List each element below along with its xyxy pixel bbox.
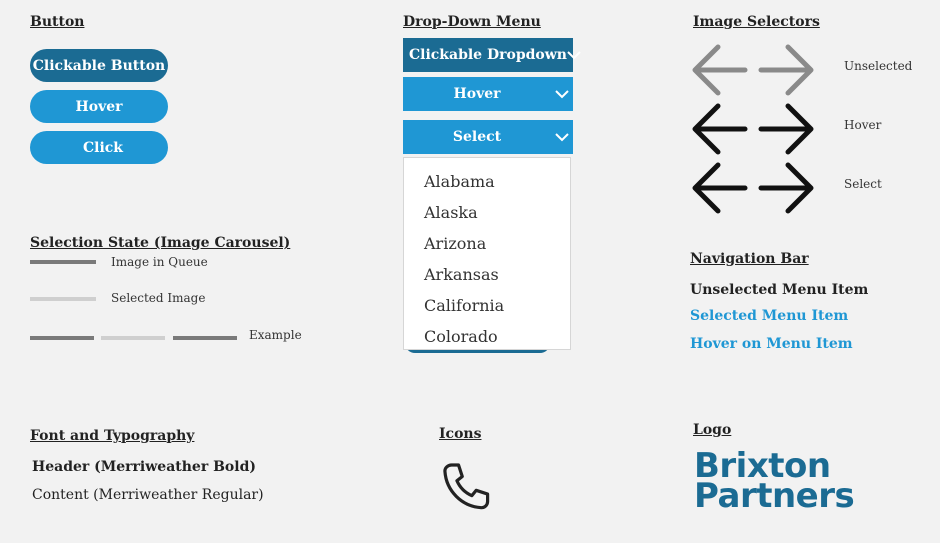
hover-dropdown[interactable]: Hover bbox=[403, 77, 573, 111]
image-selectors-title: Image Selectors bbox=[693, 14, 820, 30]
typography-section-title: Font and Typography bbox=[30, 428, 195, 444]
logo-line-1: Brixton bbox=[694, 446, 831, 486]
icons-section-title: Icons bbox=[439, 426, 482, 442]
dropdown-label: Clickable Dropdown bbox=[409, 47, 567, 63]
dropdown-option[interactable]: Alaska bbox=[424, 203, 478, 222]
select-dropdown[interactable]: Select bbox=[403, 120, 573, 154]
selected-indicator bbox=[30, 297, 96, 301]
chevron-down-icon bbox=[551, 77, 573, 111]
logo-section-title: Logo bbox=[693, 422, 732, 438]
nav-section-title: Navigation Bar bbox=[690, 251, 809, 267]
arrow-right-icon[interactable] bbox=[758, 44, 816, 100]
nav-item-selected[interactable]: Selected Menu Item bbox=[690, 308, 849, 324]
carousel-dot[interactable] bbox=[30, 336, 94, 340]
brixton-partners-logo: Brixton Partners bbox=[694, 446, 855, 516]
arrow-left-icon[interactable] bbox=[690, 44, 748, 100]
dropdown-section-title: Drop-Down Menu bbox=[403, 14, 541, 30]
unselected-label: Unselected bbox=[844, 59, 913, 73]
dropdown-option[interactable]: Colorado bbox=[424, 327, 498, 346]
dropdown-option[interactable]: California bbox=[424, 296, 505, 315]
queue-indicator bbox=[30, 260, 96, 264]
clickable-button[interactable]: Clickable Button bbox=[30, 49, 168, 82]
carousel-section-title: Selection State (Image Carousel) bbox=[30, 235, 291, 251]
example-label: Example bbox=[249, 328, 302, 342]
button-section-title: Button bbox=[30, 14, 85, 30]
phone-icon bbox=[430, 453, 494, 521]
arrow-left-icon[interactable] bbox=[690, 103, 748, 159]
typography-header-sample: Header (Merriweather Bold) bbox=[32, 459, 256, 475]
clickable-dropdown[interactable]: Clickable Dropdown bbox=[403, 38, 581, 72]
nav-item-unselected[interactable]: Unselected Menu Item bbox=[690, 282, 869, 298]
arrow-right-icon[interactable] bbox=[758, 103, 816, 159]
select-label: Select bbox=[844, 177, 882, 191]
dropdown-option[interactable]: Arkansas bbox=[424, 265, 499, 284]
chevron-down-icon bbox=[567, 38, 581, 72]
arrow-right-icon[interactable] bbox=[758, 162, 816, 218]
hover-label: Hover bbox=[844, 118, 882, 132]
dropdown-label: Select bbox=[452, 129, 502, 145]
queue-label: Image in Queue bbox=[111, 255, 208, 269]
dropdown-option[interactable]: Alabama bbox=[424, 172, 495, 191]
dropdown-label: Hover bbox=[453, 86, 501, 102]
carousel-dot[interactable] bbox=[101, 336, 165, 340]
dropdown-options-list[interactable]: Alabama Alaska Arizona Arkansas Californ… bbox=[403, 157, 571, 350]
logo-line-2: Partners bbox=[694, 476, 855, 516]
selected-label: Selected Image bbox=[111, 291, 206, 305]
click-button[interactable]: Click bbox=[30, 131, 168, 164]
hover-button[interactable]: Hover bbox=[30, 90, 168, 123]
arrow-left-icon[interactable] bbox=[690, 162, 748, 218]
typography-content-sample: Content (Merriweather Regular) bbox=[32, 487, 264, 503]
nav-item-hover[interactable]: Hover on Menu Item bbox=[690, 336, 853, 352]
chevron-down-icon bbox=[551, 120, 573, 154]
dropdown-option[interactable]: Arizona bbox=[424, 234, 487, 253]
carousel-dot[interactable] bbox=[173, 336, 237, 340]
